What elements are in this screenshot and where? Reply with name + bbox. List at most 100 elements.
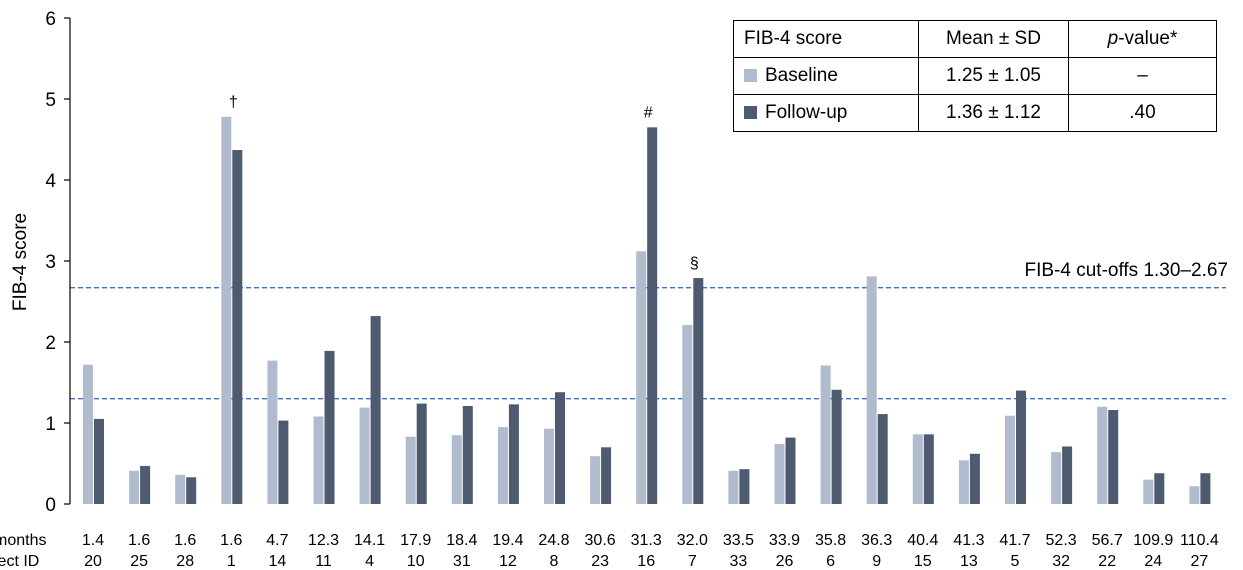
baseline-bar	[728, 470, 739, 504]
subject-id-label: 31	[453, 553, 471, 570]
y-tick-label: 0	[45, 495, 56, 516]
followup-bar	[601, 447, 612, 504]
baseline-bar	[1051, 452, 1062, 504]
baseline-bar	[313, 416, 324, 504]
p-italic: p	[1107, 28, 1119, 49]
subject-id-label: 6	[826, 553, 835, 570]
significance-marker: †	[229, 94, 238, 111]
months-label: 109.9	[1133, 532, 1173, 549]
summary-legend-table: FIB-4 score Mean ± SD p-value* Baseline …	[733, 20, 1217, 132]
months-label: 33.5	[723, 532, 754, 549]
months-label: 12.3	[308, 532, 339, 549]
significance-marker: #	[644, 104, 653, 121]
baseline-bar	[958, 460, 969, 504]
baseline-bar	[1189, 486, 1200, 504]
subject-id-label: 25	[130, 553, 148, 570]
followup-bar	[508, 404, 519, 504]
followup-bar	[1016, 390, 1026, 504]
baseline-bar	[866, 276, 877, 504]
cutoff-label: FIB-4 cut-offs 1.30–2.67	[1025, 260, 1229, 281]
subject-id-label: 7	[688, 553, 697, 570]
followup-bar	[555, 392, 565, 504]
subject-id-label: 33	[730, 553, 748, 570]
months-label: 30.6	[585, 532, 616, 549]
subject-id-label: 20	[84, 553, 102, 570]
y-tick-label: 1	[45, 414, 56, 435]
subject-id-label: 1	[227, 553, 236, 570]
subject-id-label: 12	[499, 553, 517, 570]
y-tick-label: 3	[45, 252, 56, 273]
subject-id-label: 13	[960, 553, 978, 570]
baseline-mean-sd: 1.25 ± 1.05	[918, 57, 1069, 95]
baseline-bar	[636, 251, 647, 504]
subject-id-label: 24	[1144, 553, 1162, 570]
baseline-bar	[359, 407, 370, 504]
months-label: 36.3	[861, 532, 892, 549]
subject-id-label: 9	[872, 553, 881, 570]
followup-bar	[1062, 446, 1073, 504]
legend-followup-label: Follow-up	[765, 102, 848, 123]
months-label: 17.9	[400, 532, 431, 549]
months-row-label: months	[0, 532, 46, 549]
baseline-bar	[682, 324, 693, 504]
subject-id-row-label: ject ID	[0, 553, 39, 570]
baseline-bar	[405, 436, 416, 504]
bars-group	[83, 116, 1211, 504]
baseline-bar	[129, 470, 140, 504]
legend-row-followup: Follow-up 1.36 ± 1.12 .40	[733, 94, 1217, 132]
y-axis-label: FIB-4 score	[10, 213, 31, 311]
months-label: 41.7	[999, 532, 1030, 549]
baseline-bar	[774, 444, 785, 504]
followup-bar	[140, 465, 151, 504]
months-label: 1.6	[174, 532, 196, 549]
header-fib4-score: FIB-4 score	[733, 20, 919, 58]
months-label: 4.7	[266, 532, 288, 549]
subject-id-label: 23	[591, 553, 609, 570]
header-mean-sd: Mean ± SD	[918, 20, 1069, 58]
baseline-bar	[912, 434, 923, 504]
followup-bar	[785, 437, 796, 504]
months-label: 110.4	[1180, 532, 1219, 549]
y-tick-label: 6	[45, 9, 56, 30]
y-tick-label: 4	[45, 171, 56, 192]
months-label: 14.1	[354, 532, 385, 549]
months-label: 32.0	[677, 532, 708, 549]
followup-bar	[324, 350, 335, 504]
months-label: 40.4	[907, 532, 938, 549]
followup-bar	[370, 316, 381, 504]
baseline-bar	[451, 435, 462, 504]
subject-id-label: 16	[637, 553, 655, 570]
baseline-bar	[221, 116, 232, 504]
followup-bar	[186, 477, 197, 504]
followup-bar	[232, 150, 243, 504]
baseline-bar	[820, 365, 831, 504]
subject-id-label: 8	[550, 553, 559, 570]
baseline-bar	[590, 456, 601, 504]
subject-id-label: 10	[407, 553, 425, 570]
months-label: 31.3	[631, 532, 662, 549]
subject-id-label: 28	[176, 553, 194, 570]
months-label: 1.4	[82, 532, 104, 549]
p-value-rest: -value*	[1118, 28, 1178, 49]
followup-bar	[278, 420, 289, 504]
significance-marker: §	[690, 255, 699, 272]
followup-bar	[969, 453, 980, 504]
subject-id-label: 26	[776, 553, 794, 570]
legend-header-row: FIB-4 score Mean ± SD p-value*	[733, 20, 1217, 58]
followup-bar	[94, 418, 104, 504]
baseline-bar	[1143, 479, 1154, 504]
annotations: † # §	[229, 94, 699, 272]
baseline-bar	[83, 364, 93, 504]
baseline-bar	[1097, 406, 1108, 504]
months-label: 1.6	[220, 532, 242, 549]
followup-swatch	[744, 106, 757, 119]
months-label: 35.8	[815, 532, 846, 549]
subject-id-label: 11	[315, 553, 332, 570]
months-label: 19.4	[492, 532, 523, 549]
followup-bar	[647, 127, 658, 504]
y-axis: 0 1 2 3 4 5 6	[45, 9, 71, 516]
baseline-bar	[1005, 415, 1015, 504]
followup-bar	[1108, 410, 1119, 504]
months-label: 24.8	[538, 532, 569, 549]
followup-mean-sd: 1.36 ± 1.12	[918, 94, 1069, 132]
